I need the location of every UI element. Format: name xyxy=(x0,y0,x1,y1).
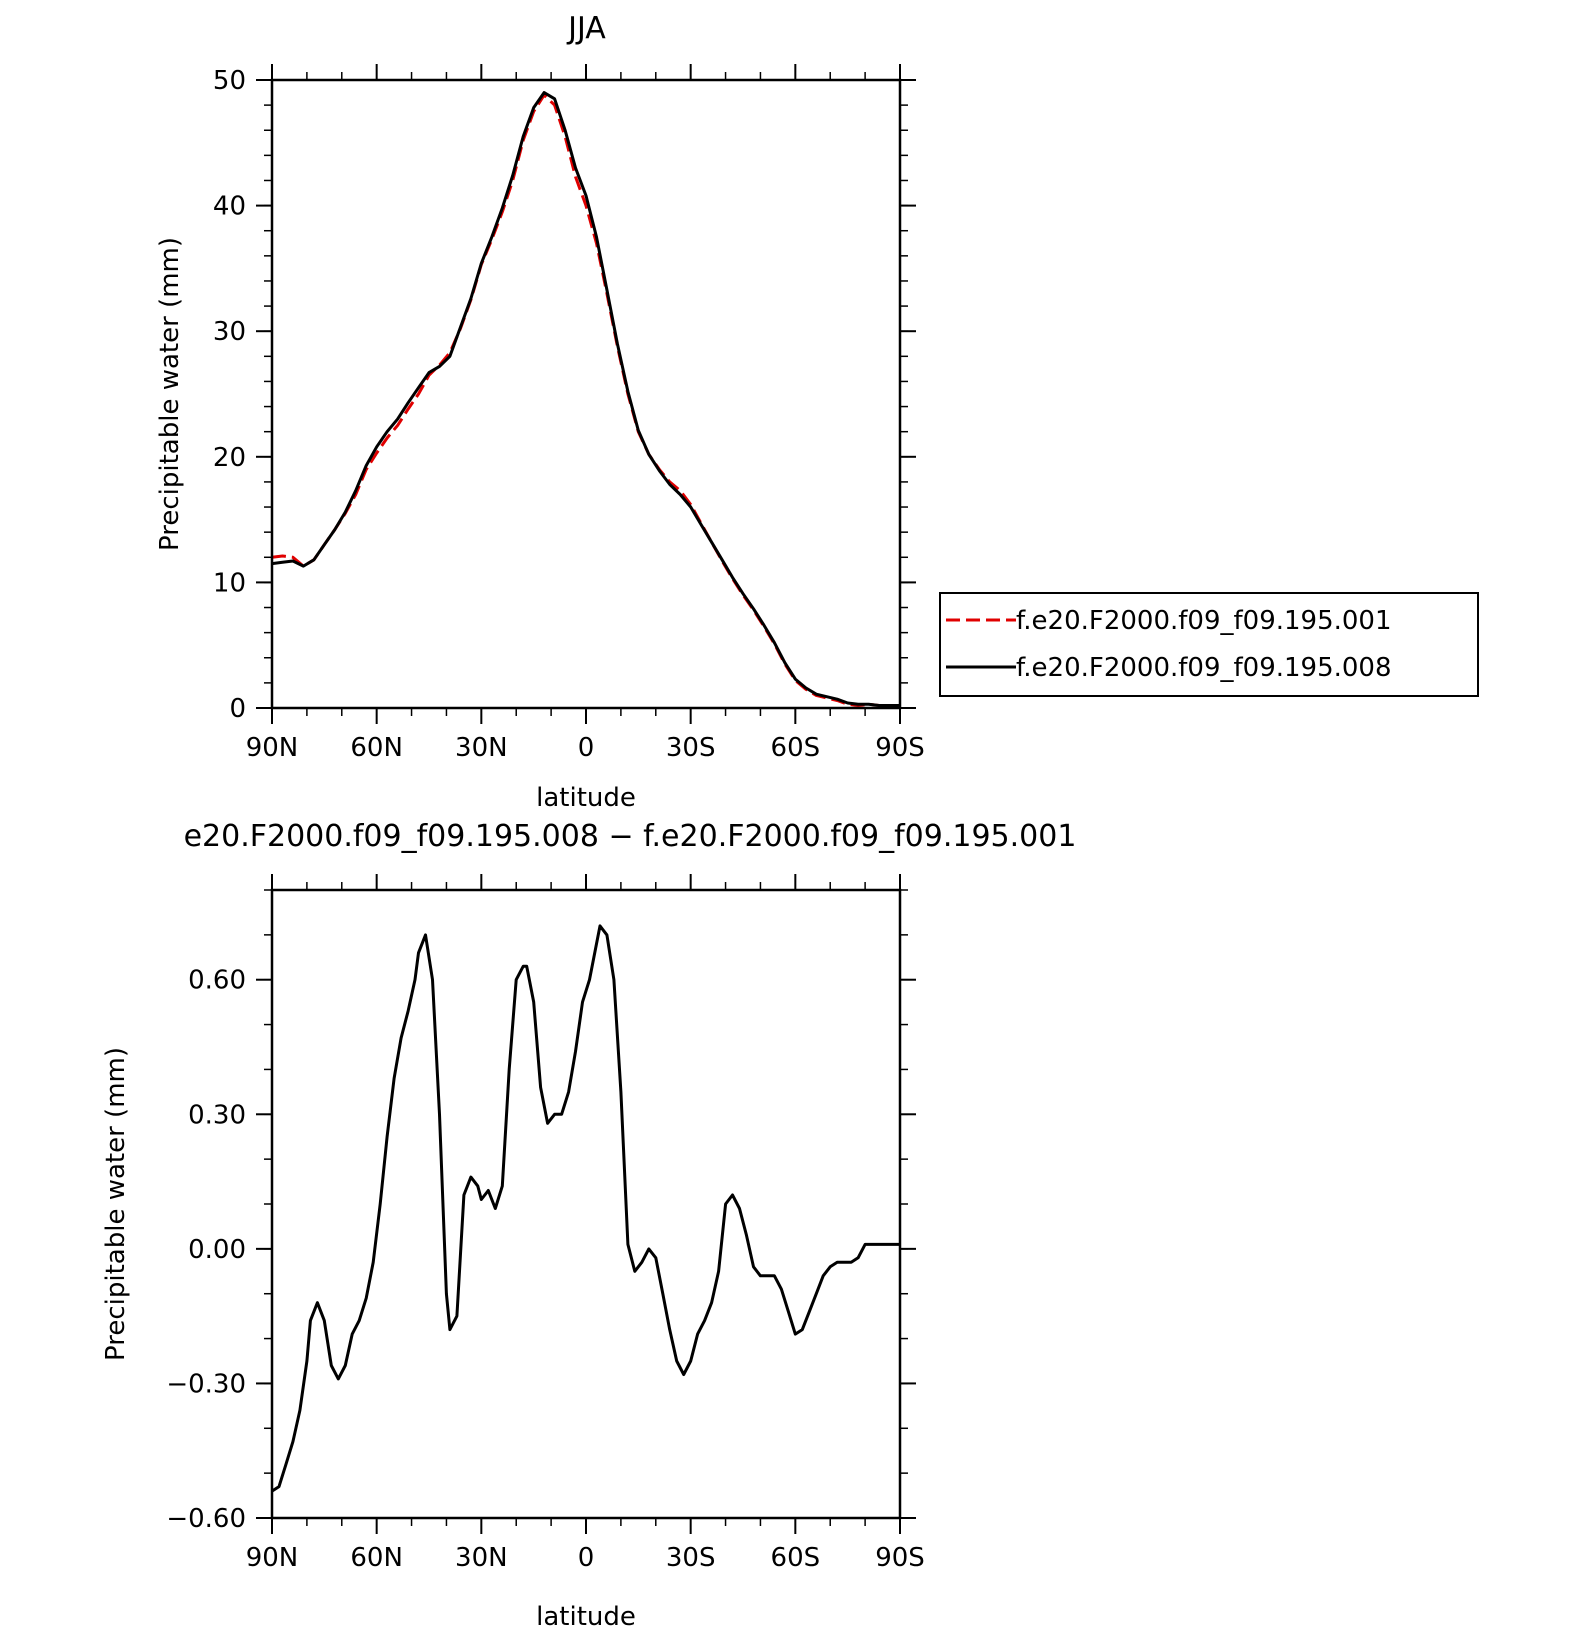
bottom-x-tick-label: 90N xyxy=(246,1543,299,1573)
bottom-x-tick-label: 30S xyxy=(666,1543,716,1573)
legend-label-series-1: f.e20.F2000.f09_f09.195.001 xyxy=(1016,606,1392,636)
bottom-y-tick-label: 0.30 xyxy=(188,1100,246,1130)
bottom-y-tick-label: 0.00 xyxy=(188,1235,246,1265)
bottom-x-tick-label: 60S xyxy=(771,1543,821,1573)
top-plot-title: JJA xyxy=(566,11,606,46)
bottom-y-tick-label: 0.60 xyxy=(188,966,246,996)
top-y-tick-label: 40 xyxy=(213,192,246,222)
top-plot-frame xyxy=(270,78,902,710)
bottom-x-tick-label: 30N xyxy=(455,1543,508,1573)
bottom-y-axis-title: Precipitable water (mm) xyxy=(101,1047,131,1361)
top-x-tick-label: 0 xyxy=(578,733,595,763)
top-y-tick-label: 20 xyxy=(213,443,246,473)
top-y-axis-title: Precipitable water (mm) xyxy=(155,237,185,551)
bottom-x-tick-label: 90S xyxy=(875,1543,925,1573)
bottom-y-tick-label: −0.60 xyxy=(166,1504,246,1534)
top-series-line-1 xyxy=(271,93,900,707)
legend: f.e20.F2000.f09_f09.195.001 f.e20.F2000.… xyxy=(939,592,1479,697)
top-y-tick-label: 30 xyxy=(213,317,246,347)
legend-frame xyxy=(939,592,1479,697)
top-x-tick-label: 90N xyxy=(246,733,299,763)
top-x-axis-title: latitude xyxy=(536,783,636,813)
top-y-tick-label: 0 xyxy=(229,694,246,724)
bottom-plot-title: e20.F2000.f09_f09.195.008 − f.e20.F2000.… xyxy=(184,819,1077,854)
legend-label-series-2: f.e20.F2000.f09_f09.195.008 xyxy=(1016,653,1392,683)
top-x-tick-label: 30S xyxy=(666,733,716,763)
top-series-line-2 xyxy=(271,91,900,707)
bottom-series-line-1 xyxy=(271,924,900,1493)
top-x-tick-label: 90S xyxy=(875,733,925,763)
top-y-tick-label: 50 xyxy=(213,66,246,96)
bottom-y-tick-label: −0.30 xyxy=(166,1369,246,1399)
bottom-panel: e20.F2000.f09_f09.195.008 − f.e20.F2000.… xyxy=(101,819,1076,1632)
top-x-tick-label: 60N xyxy=(350,733,403,763)
bottom-plot-frame xyxy=(270,888,902,1520)
top-x-tick-label: 30N xyxy=(455,733,508,763)
top-x-tick-label: 60S xyxy=(771,733,821,763)
top-panel: JJA 90N 60N 30N 0 30S 60S 90S 0 10 20 30 40 50 latit… xyxy=(155,11,925,813)
top-y-tick-label: 10 xyxy=(213,568,246,598)
bottom-x-tick-label: 0 xyxy=(578,1543,595,1573)
bottom-x-tick-label: 60N xyxy=(350,1543,403,1573)
bottom-x-axis-title: latitude xyxy=(536,1602,636,1632)
